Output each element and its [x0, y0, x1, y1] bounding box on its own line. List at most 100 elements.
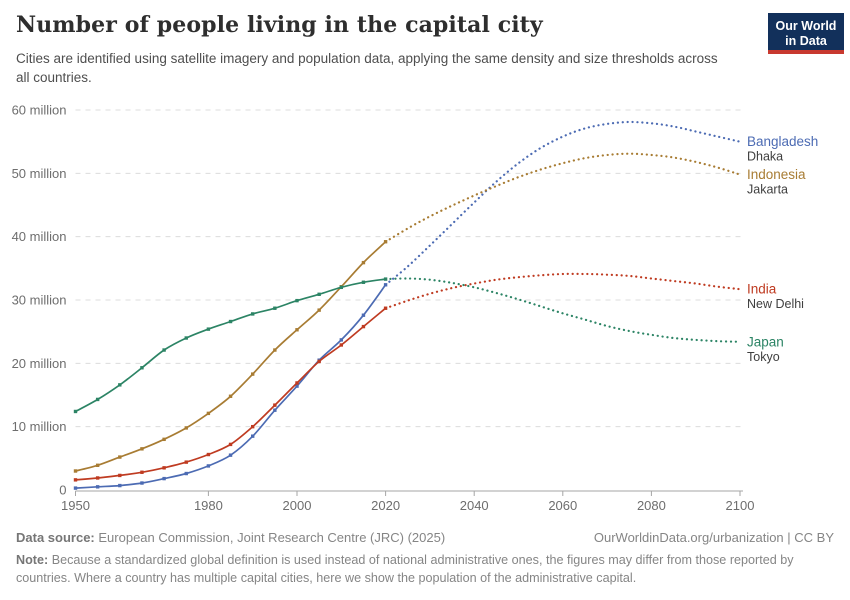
series-japan-point-2010[interactable] — [339, 285, 343, 290]
series-indonesia-point-1985[interactable] — [228, 394, 233, 398]
series-bangladesh-point-1990[interactable] — [251, 434, 255, 438]
series-indonesia-point-1950[interactable] — [73, 469, 78, 473]
series-indonesia-point-2000[interactable] — [295, 328, 299, 332]
series-japan-point-1985[interactable] — [228, 319, 233, 324]
series-bangladesh-point-1985[interactable] — [228, 453, 233, 457]
series-japan-point-2000[interactable] — [295, 298, 299, 303]
x-axis: 1950 1980 2000 2020 2040 2060 2080 2100 — [61, 490, 755, 513]
series-india-point-2015[interactable] — [361, 324, 366, 329]
series-bangladesh-point-1970[interactable] — [162, 476, 166, 481]
owid-logo[interactable]: Our World in Data — [768, 13, 844, 54]
series-india-projection-line[interactable] — [384, 272, 742, 310]
series-city-label-bangladesh[interactable]: Dhaka — [747, 150, 783, 164]
series-india-point-2020[interactable] — [383, 306, 388, 310]
series-japan-point-2015[interactable] — [361, 280, 366, 284]
x-tick-label-2100: 2100 — [726, 498, 755, 513]
logo-line-1: Our World — [775, 19, 837, 34]
series-bangladesh-point-1960[interactable] — [118, 483, 122, 488]
series-indonesia-point-1980[interactable] — [206, 411, 211, 416]
data-source-text: European Commission, Joint Research Cent… — [98, 530, 446, 545]
series-japan-point-1960[interactable] — [118, 383, 122, 387]
series-bangladesh-point-2010[interactable] — [339, 338, 343, 342]
series-japan-point-1950[interactable] — [73, 409, 78, 414]
series-indonesia-point-2020[interactable] — [383, 240, 388, 244]
series-india-point-1950[interactable] — [73, 478, 78, 482]
y-gridlines: 0 10 million 20 million 30 million 40 millio… — [12, 103, 742, 498]
series-india-point-2000[interactable] — [295, 381, 299, 385]
x-tick-label-2080: 2080 — [637, 498, 666, 513]
series-japan-point-1995[interactable] — [273, 306, 277, 310]
y-tick-label-60: 60 million — [12, 103, 67, 118]
data-source-label: Data source: — [16, 530, 95, 545]
series-indonesia-point-1975[interactable] — [184, 426, 188, 430]
series-bangladesh-point-1950[interactable] — [73, 486, 78, 490]
series-label-indonesia[interactable]: Indonesia — [747, 167, 806, 182]
series-city-label-indonesia[interactable]: Jakarta — [747, 183, 788, 197]
series-indonesia-point-1960[interactable] — [118, 455, 122, 459]
series-indonesia-point-1990[interactable] — [251, 372, 255, 376]
series-label-japan[interactable]: Japan — [747, 334, 784, 349]
series-india-point-1965[interactable] — [140, 470, 144, 474]
series-bangladesh-point-2020[interactable] — [383, 283, 388, 287]
series-indonesia-point-1995[interactable] — [273, 348, 277, 352]
series-bangladesh-point-1995[interactable] — [273, 408, 277, 412]
series-bangladesh-point-2015[interactable] — [361, 313, 366, 317]
y-tick-label-20: 20 million — [12, 356, 67, 371]
series-indonesia-point-2015[interactable] — [361, 260, 366, 265]
x-tick-label-2000: 2000 — [283, 498, 312, 513]
chart-footer: Data source: European Commission, Joint … — [16, 530, 834, 588]
series-indonesia-point-2005[interactable] — [317, 308, 321, 312]
series-india-point-2005[interactable] — [317, 359, 321, 364]
series-label-bangladesh[interactable]: Bangladesh — [747, 134, 818, 149]
series-indonesia-point-1970[interactable] — [162, 437, 166, 442]
note-label: Note: — [16, 553, 49, 567]
series-india-point-1985[interactable] — [228, 442, 233, 447]
series-india-point-1955[interactable] — [95, 476, 100, 480]
series-india-point-1980[interactable] — [206, 452, 211, 457]
x-tick-label-1980: 1980 — [194, 498, 223, 513]
series-japan-point-2005[interactable] — [317, 292, 321, 296]
series-bangladesh-point-1975[interactable] — [184, 471, 188, 476]
series-india-point-1960[interactable] — [118, 473, 122, 478]
series-indonesia-point-1965[interactable] — [140, 447, 144, 451]
series-indonesia-historical-line[interactable] — [75, 241, 387, 472]
series-bangladesh-point-1980[interactable] — [206, 464, 211, 468]
series-bangladesh-point-1965[interactable] — [140, 481, 144, 485]
series-india-point-1990[interactable] — [251, 424, 255, 429]
series-india-point-1975[interactable] — [184, 460, 188, 464]
x-tick-label-2040: 2040 — [460, 498, 489, 513]
series-japan-point-1955[interactable] — [95, 397, 100, 402]
x-tick-label-2020: 2020 — [371, 498, 400, 513]
attribution-link[interactable]: OurWorldinData.org/urbanization | CC BY — [593, 530, 834, 545]
series-japan-projection-line[interactable] — [384, 277, 742, 343]
series-bangladesh-point-1955[interactable] — [95, 485, 100, 489]
series-japan-point-1970[interactable] — [162, 348, 166, 352]
series-india-point-2010[interactable] — [339, 343, 343, 347]
logo-line-2: in Data — [785, 33, 827, 48]
series-city-label-japan[interactable]: Tokyo — [747, 350, 780, 364]
series-japan-point-1975[interactable] — [184, 336, 188, 340]
series-japan-point-2020[interactable] — [383, 277, 388, 281]
series-japan-historical-line[interactable] — [75, 278, 386, 413]
data-source-line: Data source: European Commission, Joint … — [16, 530, 445, 545]
series-japan-point-1980[interactable] — [206, 327, 211, 331]
series-india-point-1995[interactable] — [273, 403, 277, 407]
series-bangladesh-point-2000[interactable] — [295, 384, 299, 388]
series-indonesia-point-1955[interactable] — [95, 463, 100, 467]
series-label-india[interactable]: India — [747, 282, 777, 297]
series-city-label-india[interactable]: New Delhi — [747, 297, 804, 311]
note-text: Because a standardized global definition… — [16, 553, 794, 586]
x-tick-label-2060: 2060 — [548, 498, 577, 513]
series-indonesia-projection-line[interactable] — [384, 152, 742, 243]
series-india-point-1970[interactable] — [162, 466, 166, 470]
page-title: Number of people living in the capital c… — [16, 12, 543, 38]
series-japan-point-1965[interactable] — [140, 366, 144, 370]
y-tick-label-10: 10 million — [12, 419, 67, 434]
series-japan-point-1990[interactable] — [251, 312, 255, 316]
series-bangladesh-historical-line[interactable] — [75, 284, 387, 489]
series-bangladesh-projection-line[interactable] — [384, 120, 742, 286]
